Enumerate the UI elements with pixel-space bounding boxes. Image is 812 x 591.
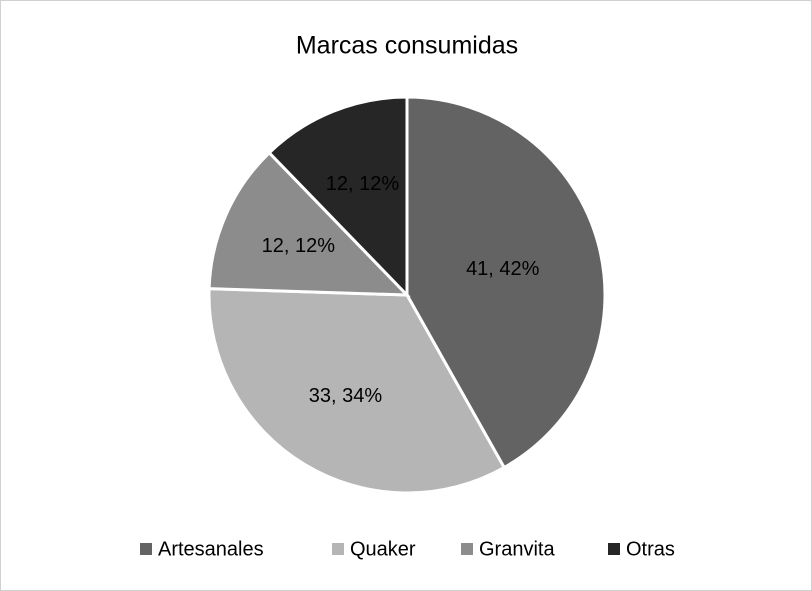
legend-label: Artesanales	[158, 538, 264, 560]
pie-slice	[207, 287, 507, 495]
data-label: 41, 42%	[466, 258, 540, 280]
legend-label: Quaker	[350, 538, 416, 560]
legend-swatch	[461, 543, 473, 555]
pie-slice	[207, 150, 411, 297]
chart-title: Marcas consumidas	[296, 32, 518, 60]
legend-label: Otras	[626, 538, 675, 560]
pie-slice	[267, 95, 409, 299]
pie-slice	[405, 95, 607, 470]
legend-label: Granvita	[479, 538, 555, 560]
data-label: 12, 12%	[262, 235, 336, 257]
legend-swatch	[140, 543, 152, 555]
data-label: 33, 34%	[309, 385, 383, 407]
data-label: 12, 12%	[326, 173, 400, 195]
legend-swatch	[608, 543, 620, 555]
legend-swatch	[332, 543, 344, 555]
